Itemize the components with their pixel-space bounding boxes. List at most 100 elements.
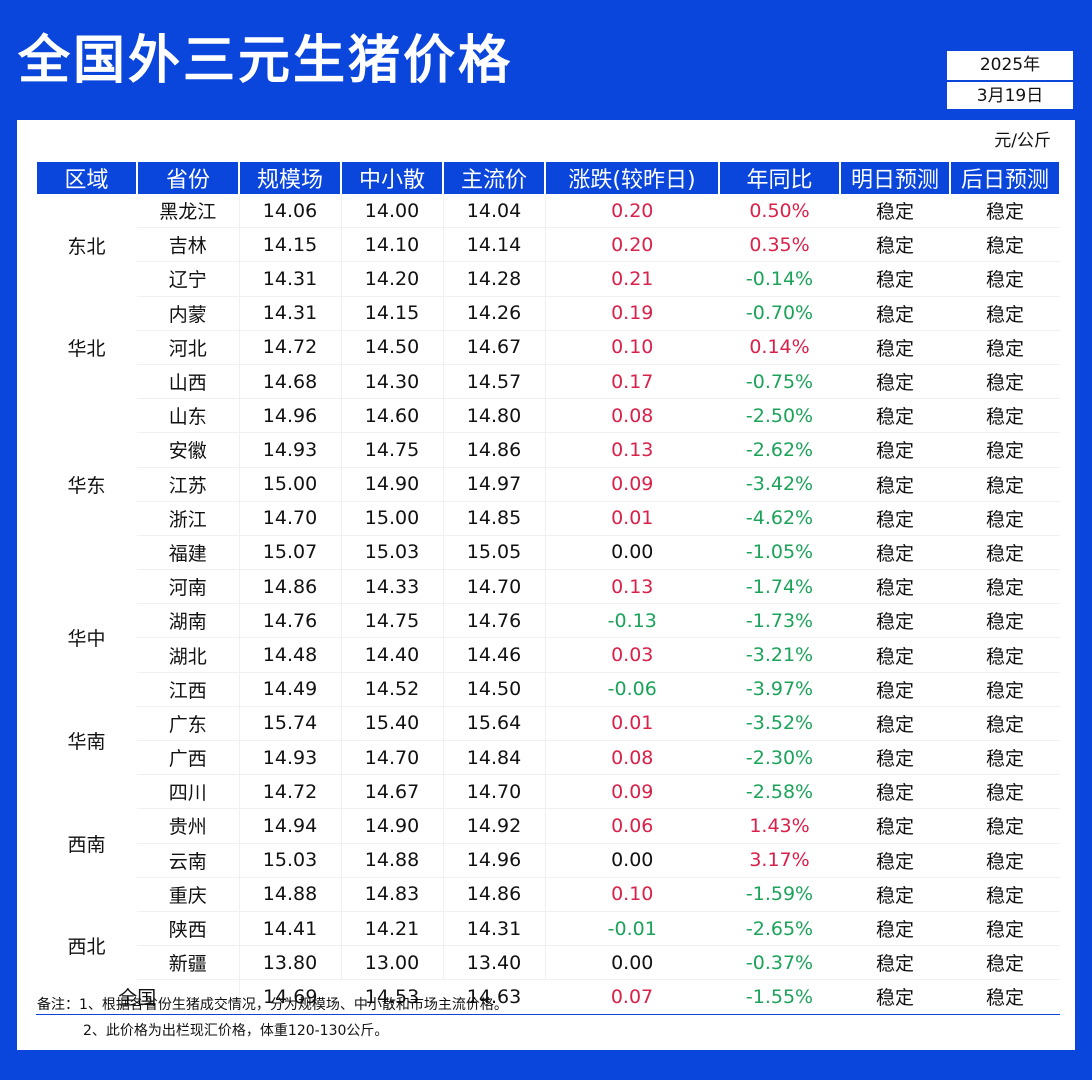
- dayafter-forecast-cell: 稳定: [950, 398, 1060, 434]
- change-cell: 0.08: [545, 398, 719, 434]
- yoy-cell: 0.14%: [719, 330, 840, 365]
- table-row: 辽宁 14.31 14.20 14.28 0.21 -0.14% 稳定 稳定: [36, 261, 1060, 297]
- large-farm-cell: 14.86: [239, 569, 342, 605]
- change-cell: 0.00: [545, 535, 719, 571]
- dayafter-forecast-cell: 稳定: [950, 843, 1060, 878]
- change-cell: 0.20: [545, 194, 719, 229]
- table-row: 重庆 14.88 14.83 14.86 0.10 -1.59% 稳定 稳定: [36, 877, 1060, 912]
- tomorrow-forecast-cell: 稳定: [840, 672, 950, 707]
- small-farm-cell: 13.00: [341, 945, 444, 981]
- yoy-cell: -2.62%: [719, 432, 840, 468]
- date-day: 3月19日: [976, 86, 1044, 106]
- change-cell: -0.06: [545, 672, 719, 707]
- province-cell: 新疆: [137, 945, 240, 981]
- change-cell: 0.10: [545, 877, 719, 912]
- change-cell: -0.01: [545, 911, 719, 947]
- tomorrow-forecast-cell: 稳定: [840, 774, 950, 810]
- yoy-cell: 0.35%: [719, 227, 840, 263]
- large-farm-cell: 14.88: [239, 877, 342, 912]
- region-cell: 华北: [67, 337, 106, 360]
- small-farm-cell: 14.75: [341, 603, 444, 639]
- large-farm-cell: 14.41: [239, 911, 342, 947]
- table-row: 贵州 14.94 14.90 14.92 0.06 1.43% 稳定 稳定: [36, 808, 1060, 844]
- dayafter-forecast-cell: 稳定: [950, 808, 1060, 844]
- yoy-cell: -2.30%: [719, 740, 840, 776]
- province-cell: 贵州: [137, 808, 240, 844]
- tomorrow-forecast-cell: 稳定: [840, 194, 950, 229]
- main-price-cell: 14.46: [443, 637, 546, 673]
- small-farm-cell: 14.21: [341, 911, 444, 947]
- table-row: 西北 陕西 14.41 14.21 14.31 -0.01 -2.65% 稳定 稳定: [36, 911, 1060, 958]
- main-price-cell: 14.84: [443, 740, 546, 776]
- yoy-cell: -4.62%: [719, 501, 840, 536]
- total-label-cell: 全国: [36, 979, 240, 1015]
- main-price-cell: 14.50: [443, 672, 546, 707]
- date-year: 2025年: [947, 51, 1073, 82]
- tomorrow-forecast-cell: 稳定: [840, 261, 950, 297]
- main-price-cell: 14.67: [443, 330, 546, 365]
- total-change-cell: 0.07: [545, 979, 719, 1015]
- main-price-cell: 14.26: [443, 296, 546, 331]
- content-panel: 元/公斤 区域 省份 规模场 中小散 主流价 涨跌(较昨日) 年同比 明日预测: [17, 120, 1075, 1050]
- yoy-cell: -1.73%: [719, 603, 840, 639]
- yoy-cell: 3.17%: [719, 843, 840, 878]
- small-farm-cell: 14.60: [341, 398, 444, 434]
- yoy-cell: -2.58%: [719, 774, 840, 810]
- tomorrow-forecast-cell: 稳定: [840, 740, 950, 776]
- province-cell: 湖南: [137, 603, 240, 639]
- tomorrow-forecast-cell: 稳定: [840, 364, 950, 400]
- change-cell: 0.01: [545, 706, 719, 742]
- table-row: 华中 河南 14.86 14.33 14.70 0.13 -1.74% 稳定 稳定: [36, 569, 1060, 650]
- small-farm-cell: 14.00: [341, 194, 444, 229]
- large-farm-cell: 14.48: [239, 637, 342, 673]
- change-cell: 0.03: [545, 637, 719, 673]
- header-large-farm: 规模场: [238, 162, 342, 194]
- tomorrow-forecast-cell: 稳定: [840, 296, 950, 331]
- change-cell: 0.01: [545, 501, 719, 536]
- yoy-cell: -0.70%: [719, 296, 840, 331]
- table-row: 新疆 13.80 13.00 13.40 0.00 -0.37% 稳定 稳定: [36, 945, 1060, 981]
- tomorrow-forecast-cell: 稳定: [840, 637, 950, 673]
- tomorrow-forecast-cell: 稳定: [840, 843, 950, 878]
- province-cell: 四川: [137, 774, 240, 810]
- large-farm-cell: 14.06: [239, 194, 342, 229]
- small-farm-cell: 15.00: [341, 501, 444, 536]
- tomorrow-forecast-cell: 稳定: [840, 535, 950, 571]
- large-farm-cell: 15.07: [239, 535, 342, 571]
- main-price-cell: 14.85: [443, 501, 546, 536]
- province-cell: 辽宁: [137, 261, 240, 297]
- region-cell: 华中: [67, 628, 106, 651]
- total-dayafter-forecast-cell: 稳定: [950, 979, 1060, 1015]
- yoy-cell: -0.14%: [719, 261, 840, 297]
- table-row: 河北 14.72 14.50 14.67 0.10 0.14% 稳定 稳定: [36, 330, 1060, 365]
- change-cell: 0.09: [545, 774, 719, 810]
- main-price-cell: 14.92: [443, 808, 546, 844]
- province-cell: 河北: [137, 330, 240, 365]
- yoy-cell: -2.50%: [719, 398, 840, 434]
- unit-label: 元/公斤: [994, 131, 1051, 151]
- province-cell: 河南: [137, 569, 240, 605]
- total-row: 全国 14.69 14.53 14.63 0.07 -1.55% 稳定 稳定: [36, 979, 1060, 1015]
- page-title: 全国外三元生猪价格: [18, 31, 514, 91]
- large-farm-cell: 14.72: [239, 330, 342, 365]
- region-cell: 华东: [67, 474, 106, 497]
- yoy-cell: -2.65%: [719, 911, 840, 947]
- change-cell: -0.13: [545, 603, 719, 639]
- tomorrow-forecast-cell: 稳定: [840, 808, 950, 844]
- small-farm-cell: 15.03: [341, 535, 444, 571]
- header-main-price: 主流价: [442, 162, 546, 194]
- table-row: 东北 黑龙江 14.06 14.00 14.04 0.20 0.50% 稳定 稳定: [36, 194, 1060, 258]
- dayafter-forecast-cell: 稳定: [950, 945, 1060, 981]
- large-farm-cell: 14.72: [239, 774, 342, 810]
- large-farm-cell: 14.70: [239, 501, 342, 536]
- change-cell: 0.17: [545, 364, 719, 400]
- tomorrow-forecast-cell: 稳定: [840, 467, 950, 502]
- dayafter-forecast-cell: 稳定: [950, 364, 1060, 400]
- small-farm-cell: 14.15: [341, 296, 444, 331]
- province-cell: 吉林: [137, 227, 240, 263]
- tomorrow-forecast-cell: 稳定: [840, 569, 950, 605]
- main-price-cell: 14.86: [443, 877, 546, 912]
- small-farm-cell: 14.67: [341, 774, 444, 810]
- province-cell: 安徽: [137, 432, 240, 468]
- table-row: 湖北 14.48 14.40 14.46 0.03 -3.21% 稳定 稳定: [36, 637, 1060, 673]
